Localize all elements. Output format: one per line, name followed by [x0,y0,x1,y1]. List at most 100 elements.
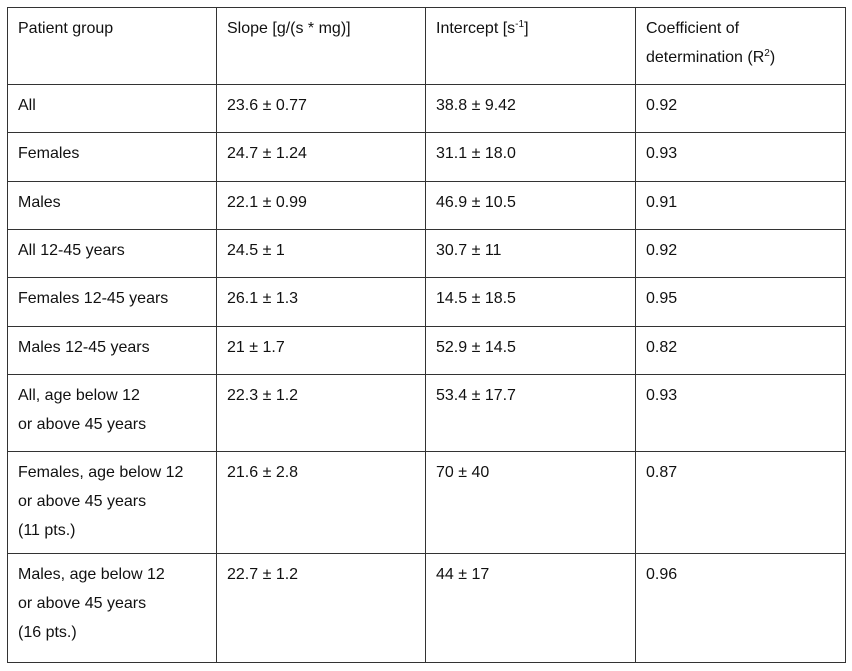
cell-line: (11 pts.) [18,522,76,539]
table-row: Males 12-45 years 21 ± 1.7 52.9 ± 14.5 0.82 [7,326,846,375]
table-cell: All [7,84,217,133]
cell-text: 46.9 ± 10.5 [436,194,516,211]
table-cell: 14.5 ± 18.5 [425,277,636,327]
table-cell: 44 ± 17 [425,553,636,663]
data-table: Patient group Slope [g/(s * mg)] Intercept… [7,7,846,663]
table-cell: 21.6 ± 2.8 [216,451,426,554]
table-cell: 38.8 ± 9.42 [425,84,636,133]
table-cell: 70 ± 40 [425,451,636,554]
header-superscript: 2 [764,48,770,59]
table-row: Females 12-45 years 26.1 ± 1.3 14.5 ± 18.5… [7,277,846,327]
table-cell: Females, age below 12 or above 45 years (1… [7,451,217,554]
cell-text: 21.6 ± 2.8 [227,464,299,481]
cell-line: or above 45 years [18,416,147,433]
header-cell: Patient group [7,7,217,85]
cell-text: 0.91 [646,194,678,211]
cell-line: Females, age below 12 [18,464,184,481]
cell-line: or above 45 years [18,595,147,612]
cell-text: 52.9 ± 14.5 [436,339,516,356]
table-cell: 0.95 [635,277,846,327]
table-cell: 0.92 [635,84,846,133]
header-row: Patient group Slope [g/(s * mg)] Intercept… [7,7,846,85]
table-cell: All 12-45 years [7,229,217,278]
table-cell: Females [7,132,217,182]
header-cell: Coefficient of determination (R2) [635,7,846,85]
table-row: Males 22.1 ± 0.99 46.9 ± 10.5 0.91 [7,181,846,230]
cell-line: Males [18,194,61,211]
table-row: All 12-45 years 24.5 ± 1 30.7 ± 11 0.92 [7,229,846,278]
header-text: Slope [g/(s * mg)] [227,20,351,37]
header-superscript: -1 [515,19,525,30]
cell-line: Males, age below 12 [18,566,165,583]
cell-text: 53.4 ± 17.7 [436,387,516,404]
cell-text: 0.93 [646,145,678,162]
table-cell: 0.93 [635,132,846,182]
header-text: ] [524,20,529,37]
header-cell: Intercept [s-1] [425,7,636,85]
table-cell: 53.4 ± 17.7 [425,374,636,452]
table-row: All 23.6 ± 0.77 38.8 ± 9.42 0.92 [7,84,846,133]
cell-text: 22.3 ± 1.2 [227,387,299,404]
cell-line: Females [18,145,80,162]
cell-line: Females 12-45 years [18,290,169,307]
header-cell: Slope [g/(s * mg)] [216,7,426,85]
cell-text: 14.5 ± 18.5 [436,290,516,307]
table-cell: Males [7,181,217,230]
table-cell: 24.7 ± 1.24 [216,132,426,182]
table-row: Females, age below 12 or above 45 years (1… [7,451,846,554]
cell-text: 0.87 [646,464,678,481]
table-cell: 31.1 ± 18.0 [425,132,636,182]
table-row: All, age below 12 or above 45 years 22.3 ±… [7,374,846,452]
cell-text: 0.92 [646,242,678,259]
table-cell: 22.3 ± 1.2 [216,374,426,452]
table-cell: 24.5 ± 1 [216,229,426,278]
cell-text: 0.93 [646,387,678,404]
table-cell: All, age below 12 or above 45 years [7,374,217,452]
table-cell: 0.91 [635,181,846,230]
cell-text: 0.82 [646,339,678,356]
cell-text: 22.7 ± 1.2 [227,566,299,583]
cell-text: 24.5 ± 1 [227,242,285,259]
cell-text: 24.7 ± 1.24 [227,145,307,162]
cell-text: 22.1 ± 0.99 [227,194,307,211]
cell-text: 21 ± 1.7 [227,339,285,356]
table-cell: 26.1 ± 1.3 [216,277,426,327]
cell-text: 0.96 [646,566,678,583]
cell-line: Males 12-45 years [18,339,150,356]
cell-line: All 12-45 years [18,242,125,259]
header-text: Intercept [s [436,20,516,37]
table-cell: 23.6 ± 0.77 [216,84,426,133]
table-cell: Females 12-45 years [7,277,217,327]
header-text: ) [769,49,776,66]
cell-text: 31.1 ± 18.0 [436,145,516,162]
cell-line: (16 pts.) [18,624,77,641]
header-text: Patient group [18,20,114,37]
cell-text: 0.95 [646,290,678,307]
cell-text: 70 ± 40 [436,464,490,481]
cell-line: All, age below 12 [18,387,140,404]
table-cell: 30.7 ± 11 [425,229,636,278]
table-cell: 21 ± 1.7 [216,326,426,375]
cell-line: or above 45 years [18,493,147,510]
cell-line: All [18,97,36,114]
cell-text: 30.7 ± 11 [436,242,502,259]
table-cell: 0.82 [635,326,846,375]
header-text: Coefficient of determination (R [646,20,765,66]
table-cell: Males 12-45 years [7,326,217,375]
table-cell: 0.93 [635,374,846,452]
table-cell: 0.87 [635,451,846,554]
table-cell: Males, age below 12 or above 45 years (16 … [7,553,217,663]
cell-text: 44 ± 17 [436,566,490,583]
cell-text: 26.1 ± 1.3 [227,290,299,307]
table-cell: 0.96 [635,553,846,663]
cell-text: 38.8 ± 9.42 [436,97,516,114]
table-row: Males, age below 12 or above 45 years (16 … [7,553,846,663]
table-cell: 46.9 ± 10.5 [425,181,636,230]
cell-text: 0.92 [646,97,678,114]
table-cell: 52.9 ± 14.5 [425,326,636,375]
table-row: Females 24.7 ± 1.24 31.1 ± 18.0 0.93 [7,132,846,182]
cell-text: 23.6 ± 0.77 [227,97,307,114]
table-body: Patient group Slope [g/(s * mg)] Intercept… [7,7,846,663]
table-cell: 0.92 [635,229,846,278]
